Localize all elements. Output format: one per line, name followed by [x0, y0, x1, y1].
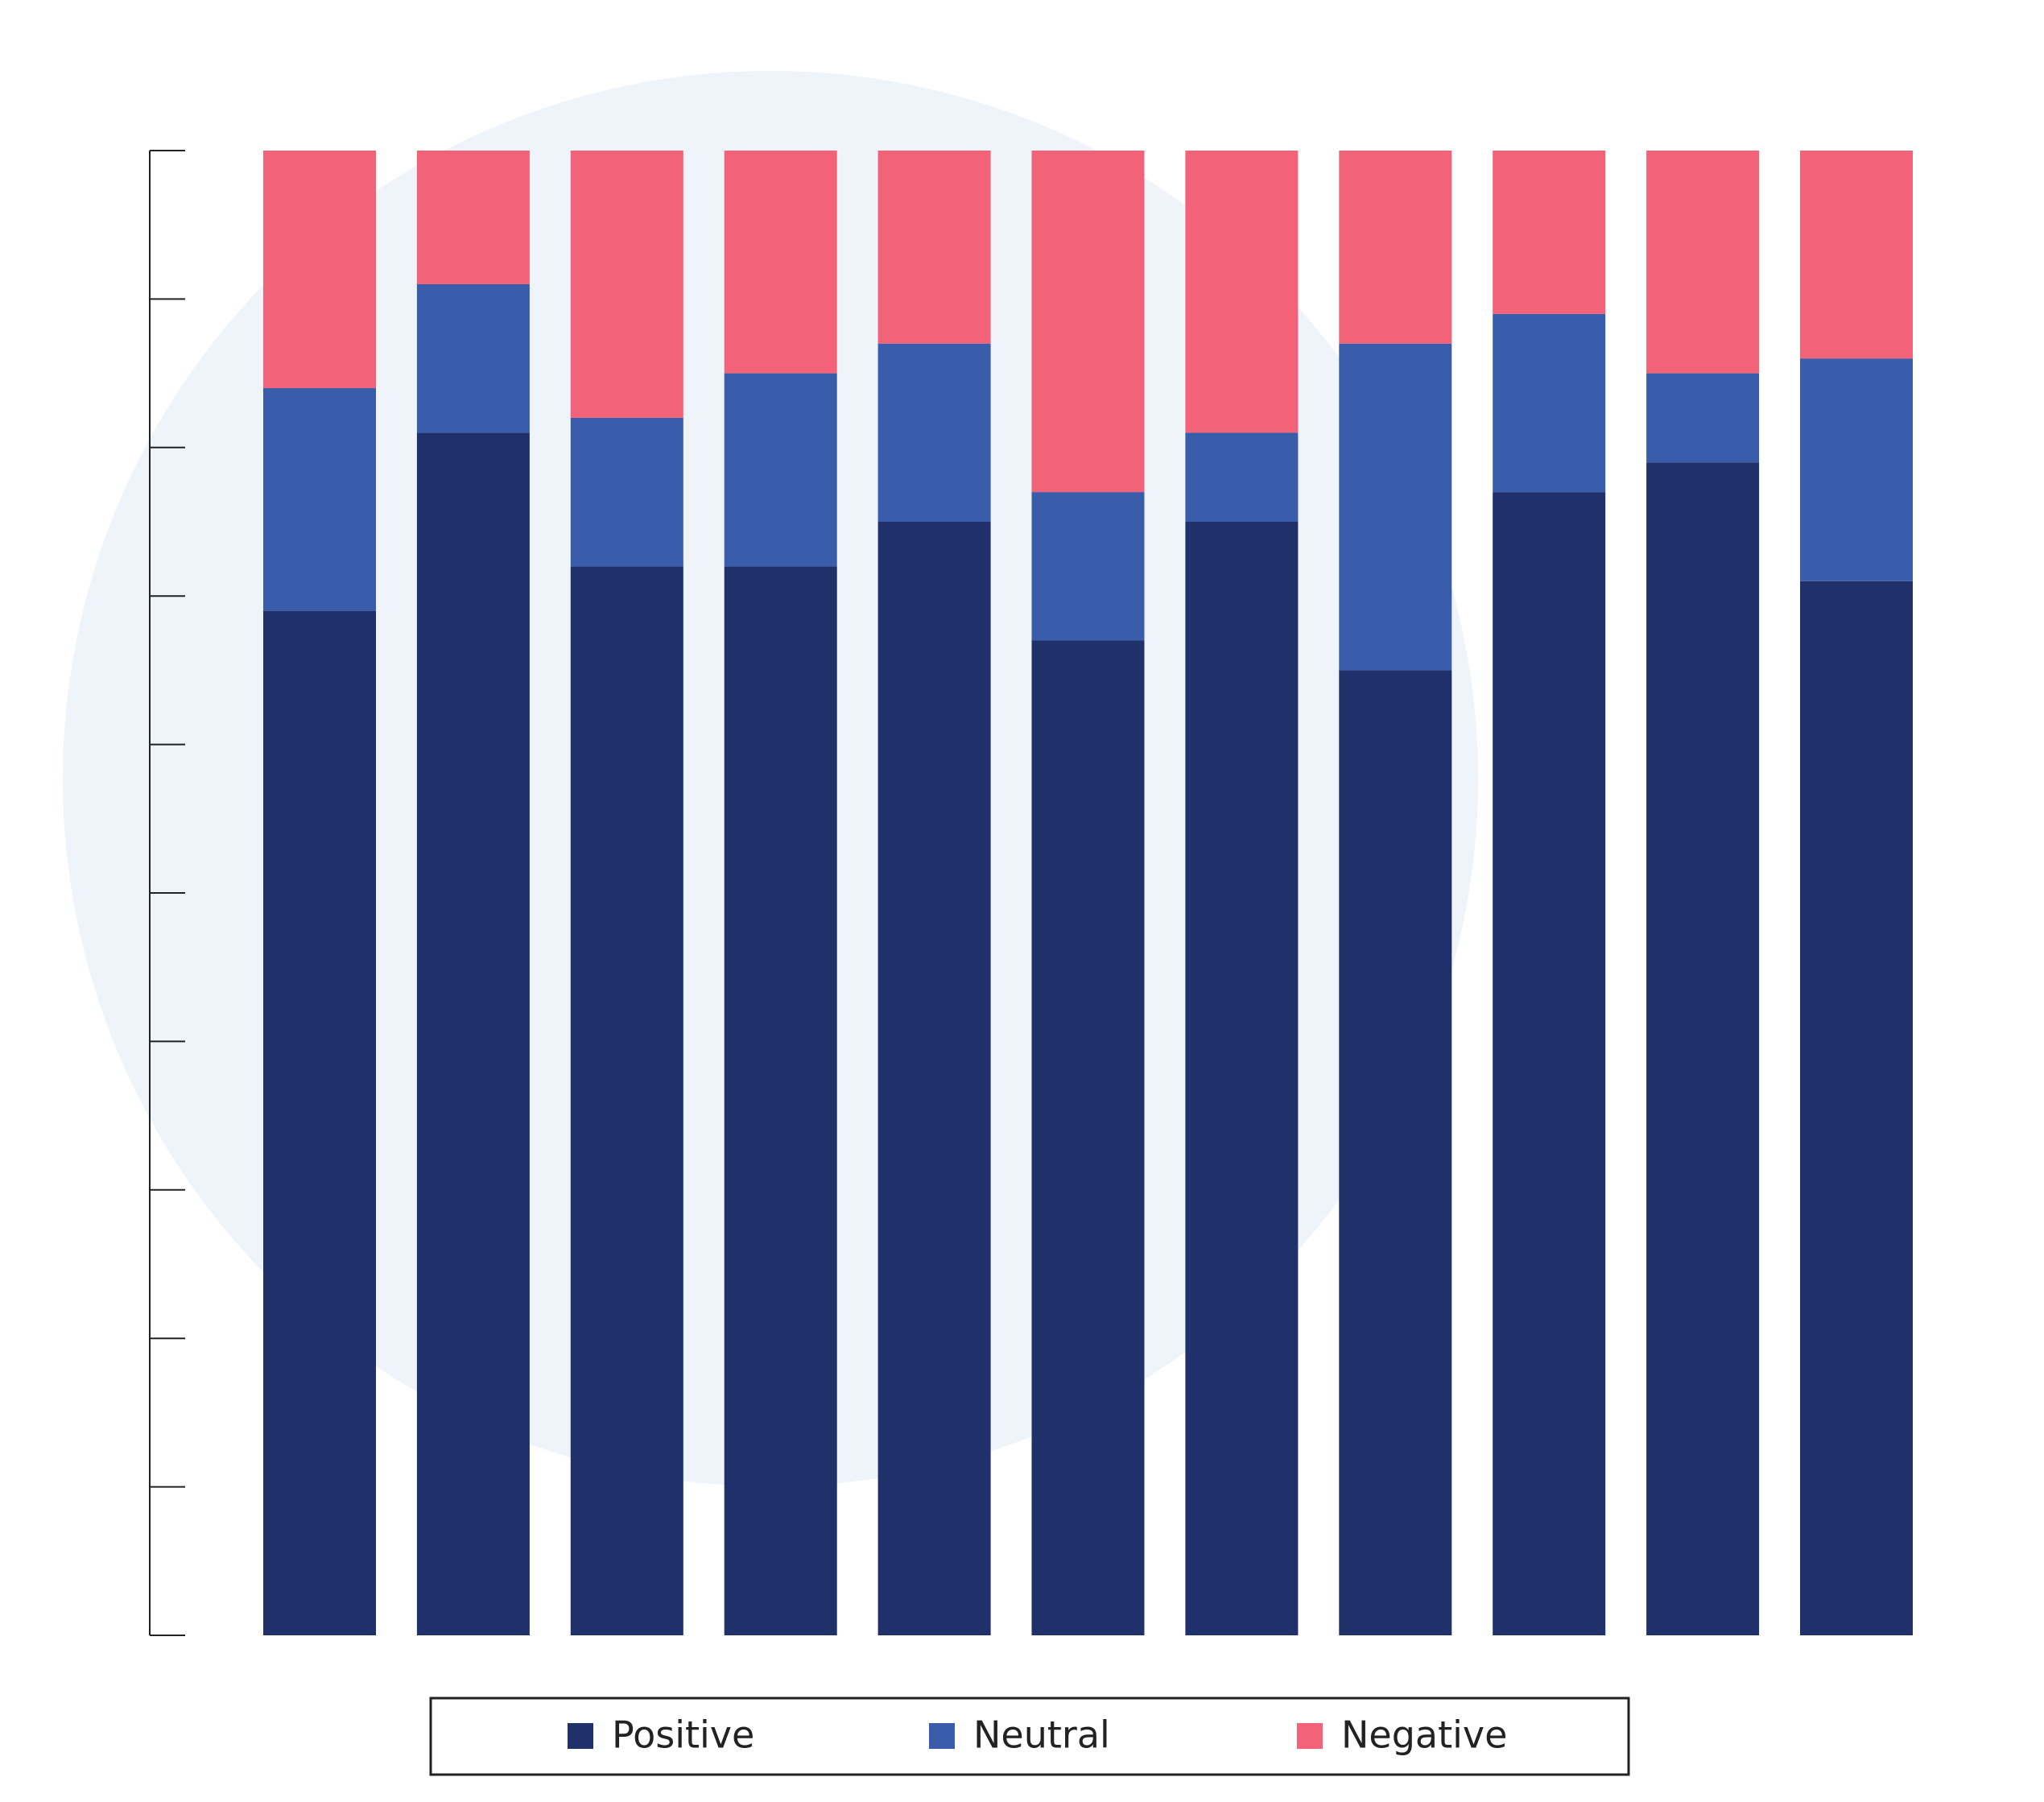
bar-segment	[416, 283, 530, 433]
bar-segment	[416, 151, 530, 284]
bar-segment	[1185, 432, 1299, 522]
legend-swatch	[929, 1723, 955, 1749]
legend-swatch	[568, 1723, 593, 1749]
bar-segment	[877, 343, 991, 522]
legend-label: Negative	[1341, 1713, 1507, 1757]
bar-segment	[877, 522, 991, 1635]
bar-segment	[1800, 581, 1913, 1635]
bar-segment	[263, 151, 376, 389]
bar-segment	[724, 373, 837, 567]
legend-box	[429, 1697, 1630, 1776]
bar-segment	[724, 151, 837, 374]
bar-segment	[263, 388, 376, 611]
bar-segment	[570, 566, 683, 1635]
bar-segment	[1493, 492, 1606, 1635]
bar-segment	[416, 432, 530, 1635]
bar-segment	[1800, 151, 1913, 359]
bar-segment	[1031, 151, 1145, 493]
bar-segment	[724, 566, 837, 1635]
bar-segment	[1493, 151, 1606, 314]
bar-segment	[1646, 462, 1760, 1635]
legend-label: Positive	[612, 1713, 754, 1757]
bar-segment	[570, 417, 683, 567]
bar-segment	[570, 151, 683, 418]
bar-segment	[1339, 670, 1452, 1635]
bar-segment	[1800, 358, 1913, 581]
bar-segment	[1646, 373, 1760, 463]
bar-segment	[1646, 151, 1760, 374]
bar-segment	[263, 610, 376, 1635]
bar-segment	[877, 151, 991, 344]
bar-segment	[1493, 313, 1606, 493]
legend-swatch	[1297, 1723, 1323, 1749]
bar-segment	[1339, 343, 1452, 671]
bar-segment	[1185, 522, 1299, 1635]
bar-segment	[1339, 151, 1452, 344]
bar-segment	[1031, 492, 1145, 641]
bar-segment	[1031, 640, 1145, 1635]
legend-label: Neutral	[973, 1713, 1110, 1757]
bar-segment	[1185, 151, 1299, 433]
